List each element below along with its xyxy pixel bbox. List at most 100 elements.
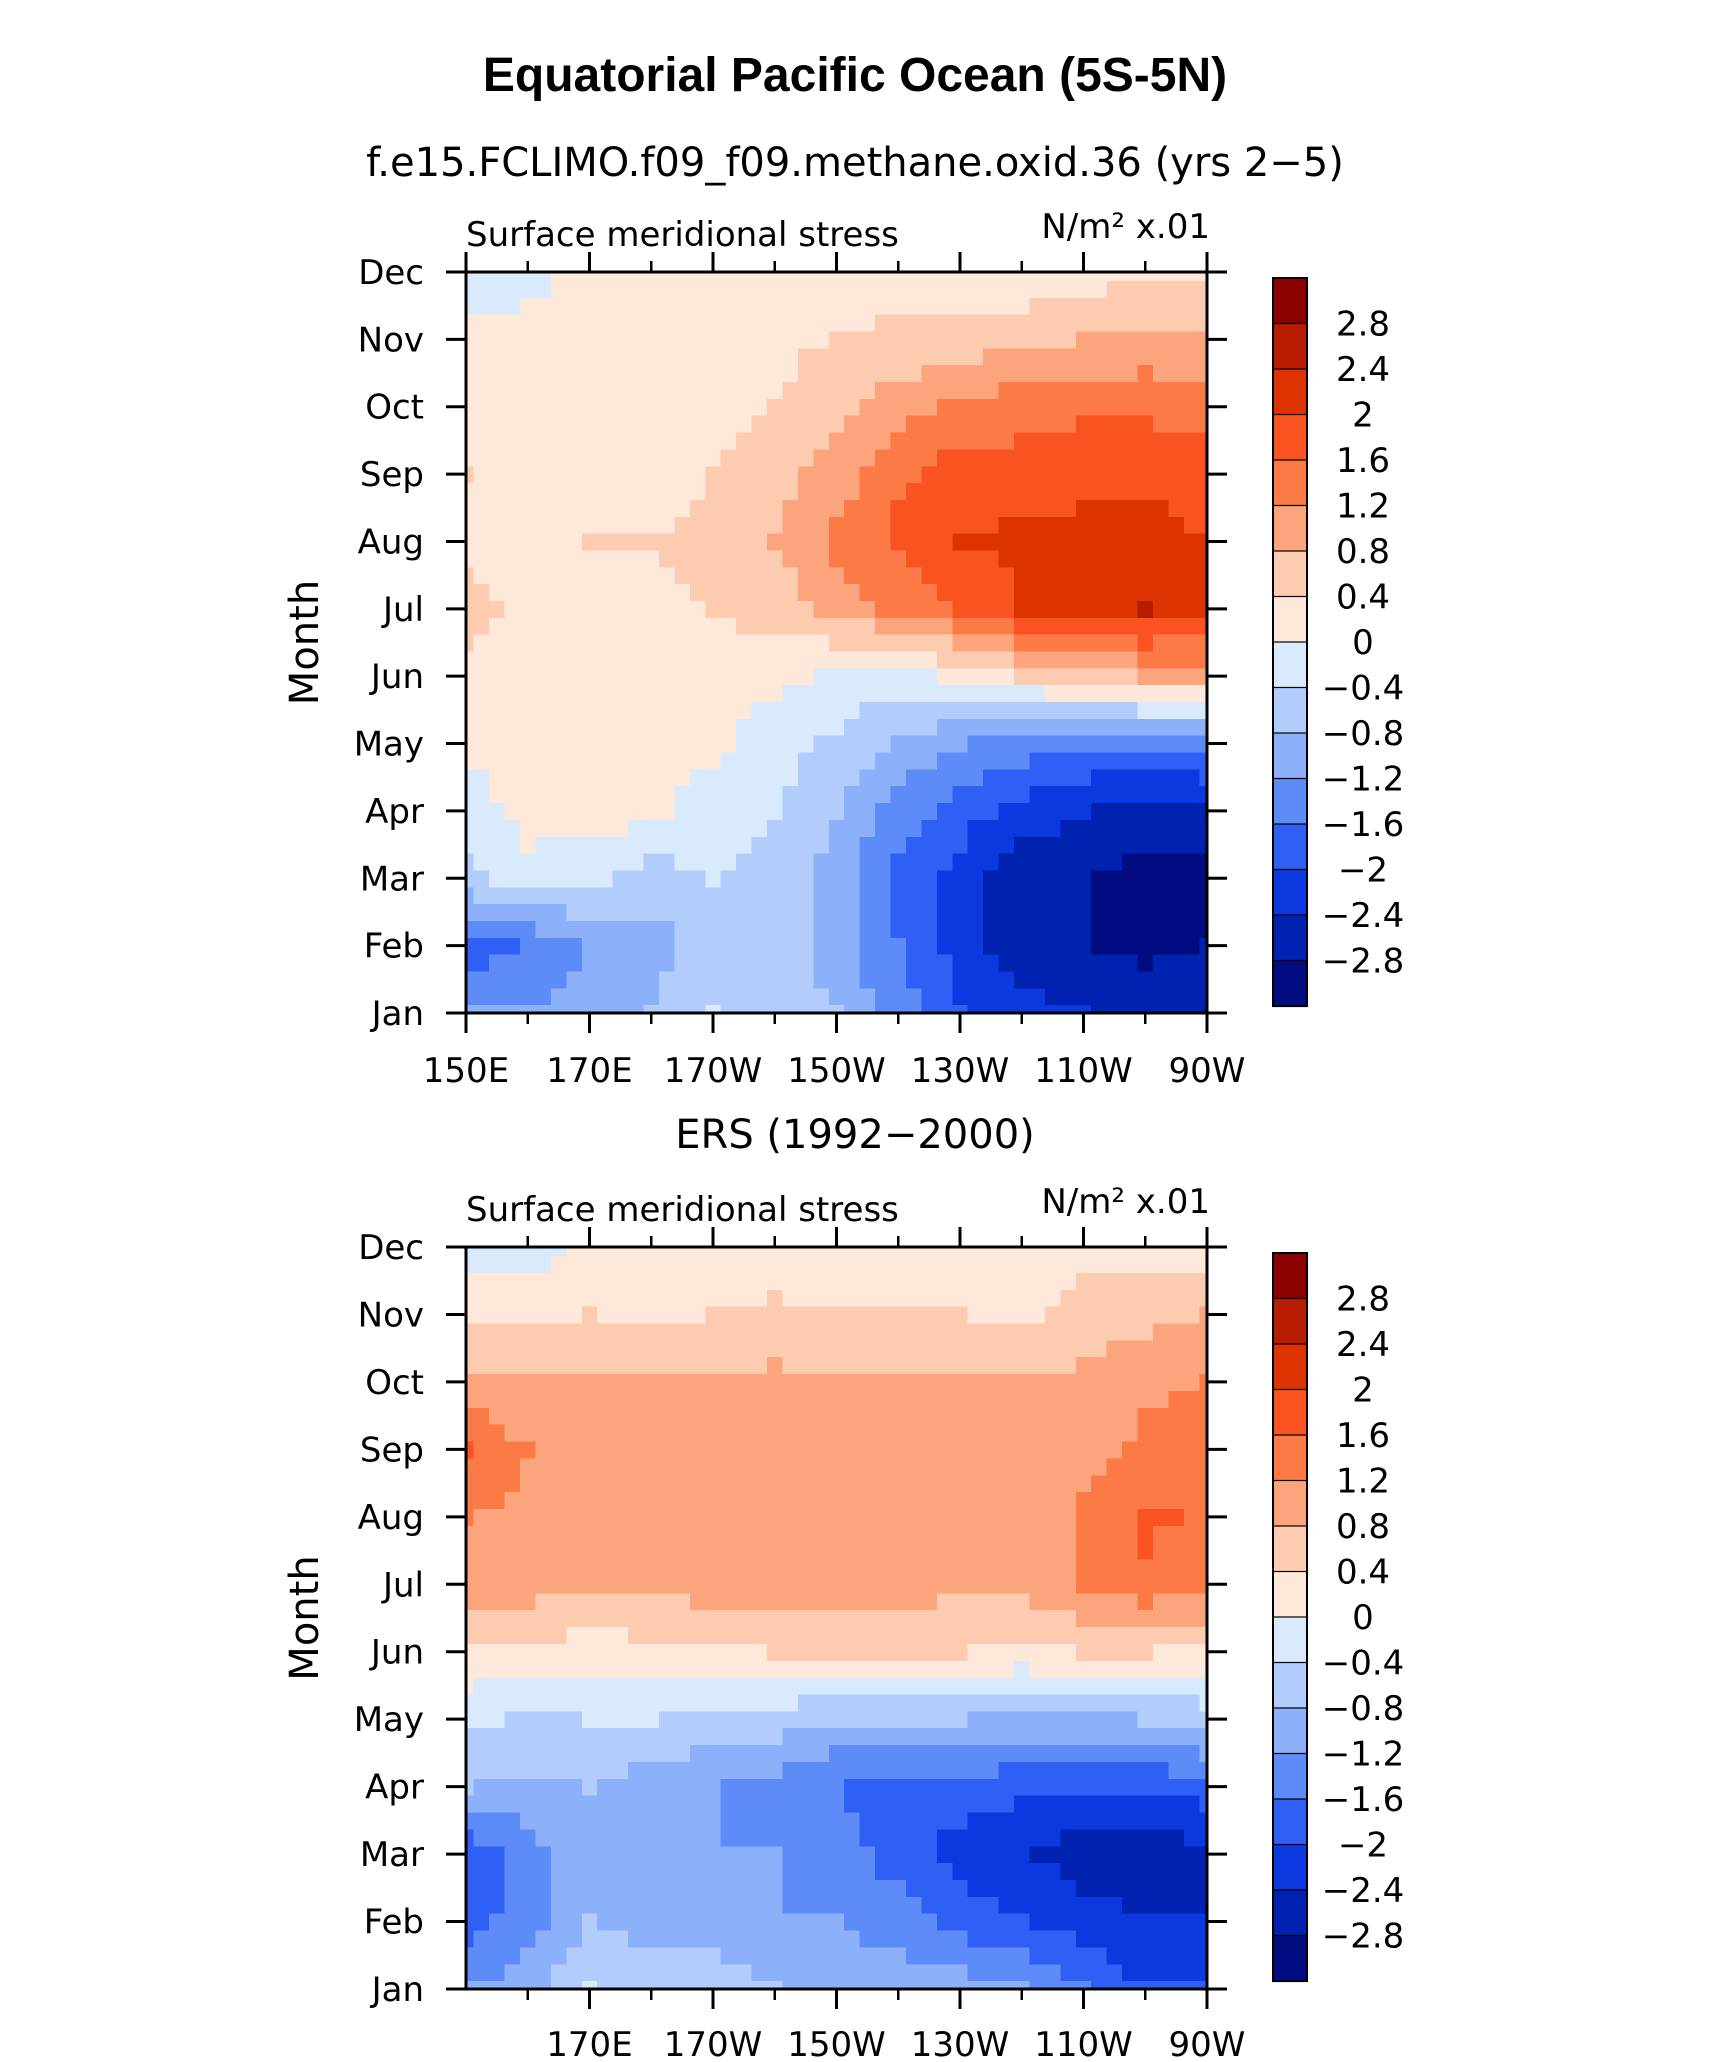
contour-cell bbox=[1199, 617, 1208, 635]
contour-cell bbox=[473, 1811, 490, 1830]
contour-cell bbox=[859, 1626, 876, 1644]
contour-cell bbox=[859, 415, 876, 433]
contour-cell bbox=[1152, 381, 1170, 399]
contour-cell bbox=[875, 381, 892, 399]
contour-cell bbox=[751, 272, 768, 282]
contour-cell bbox=[504, 735, 521, 753]
contour-cell bbox=[504, 751, 521, 770]
contour-cell bbox=[705, 1424, 722, 1442]
contour-cell bbox=[998, 1795, 1015, 1813]
contour-cell bbox=[983, 381, 1000, 399]
contour-cell bbox=[983, 533, 1000, 551]
contour-cell bbox=[1183, 1626, 1200, 1644]
contour-cell bbox=[1152, 1508, 1170, 1526]
contour-cell bbox=[473, 566, 490, 585]
contour-cell bbox=[1168, 1677, 1185, 1695]
contour-cell bbox=[998, 1440, 1015, 1459]
contour-cell bbox=[643, 431, 660, 450]
contour-cell bbox=[566, 1828, 583, 1847]
contour-cell bbox=[1091, 1255, 1108, 1273]
contour-cell bbox=[1029, 970, 1046, 989]
contour-cell bbox=[1106, 566, 1123, 585]
contour-cell bbox=[1091, 1424, 1108, 1442]
contour-cell bbox=[859, 1407, 876, 1425]
contour-cell bbox=[1122, 650, 1139, 669]
contour-cell bbox=[952, 920, 969, 938]
contour-cell bbox=[473, 1879, 490, 1897]
contour-cell bbox=[689, 280, 706, 298]
colorbar-box bbox=[1272, 1570, 1308, 1619]
contour-cell bbox=[705, 1339, 722, 1358]
contour-cell bbox=[1075, 272, 1092, 282]
contour-cell bbox=[767, 499, 784, 517]
contour-cell bbox=[797, 920, 814, 938]
contour-cell bbox=[520, 1575, 537, 1594]
contour-cell bbox=[720, 330, 737, 349]
contour-cell bbox=[1014, 314, 1031, 332]
contour-cell bbox=[504, 1677, 521, 1695]
contour-cell bbox=[1199, 566, 1208, 585]
contour-cell bbox=[520, 1609, 537, 1628]
contour-cell bbox=[875, 1525, 892, 1543]
contour-cell bbox=[705, 1390, 722, 1408]
contour-cell bbox=[674, 499, 691, 517]
contour-cell bbox=[767, 533, 784, 551]
contour-cell bbox=[967, 954, 984, 972]
contour-cell bbox=[504, 1761, 521, 1779]
contour-cell bbox=[643, 1356, 660, 1375]
contour-cell bbox=[782, 1289, 799, 1307]
contour-cell bbox=[936, 364, 953, 383]
contour-cell bbox=[1075, 1929, 1092, 1948]
contour-cell bbox=[1199, 448, 1208, 467]
contour-cell bbox=[1029, 1693, 1046, 1712]
contour-cell bbox=[473, 987, 490, 1006]
contour-cell bbox=[689, 1710, 706, 1729]
contour-cell bbox=[905, 1980, 923, 1990]
contour-cell bbox=[705, 1322, 722, 1341]
contour-cell bbox=[1044, 1913, 1061, 1931]
contour-cell bbox=[813, 1643, 830, 1661]
contour-cell bbox=[1168, 272, 1185, 282]
contour-cell bbox=[736, 701, 753, 719]
contour-cell bbox=[1122, 415, 1139, 433]
contour-cell bbox=[782, 1795, 799, 1813]
contour-cell bbox=[1014, 718, 1031, 736]
contour-cell bbox=[797, 836, 814, 854]
contour-cell bbox=[489, 1879, 506, 1897]
contour-cell bbox=[936, 1862, 953, 1880]
contour-cell bbox=[952, 667, 969, 686]
contour-cell bbox=[612, 1356, 629, 1375]
contour-cell bbox=[1044, 1744, 1061, 1762]
contour-cell bbox=[689, 330, 706, 349]
contour-cell bbox=[658, 617, 676, 635]
contour-cell bbox=[967, 1542, 984, 1560]
contour-cell bbox=[736, 1862, 753, 1880]
contour-cell bbox=[689, 431, 706, 450]
contour-cell bbox=[952, 617, 969, 635]
contour-cell bbox=[1029, 1440, 1046, 1459]
contour-cell bbox=[520, 751, 537, 770]
contour-cell bbox=[921, 853, 938, 871]
contour-cell bbox=[466, 785, 475, 804]
contour-cell bbox=[844, 650, 861, 669]
contour-cell bbox=[767, 802, 784, 820]
contour-cell bbox=[1183, 583, 1200, 601]
contour-cell bbox=[720, 903, 737, 921]
contour-cell bbox=[566, 1727, 583, 1746]
contour-cell bbox=[643, 1660, 660, 1678]
contour-cell bbox=[597, 836, 614, 854]
contour-cell bbox=[797, 701, 814, 719]
contour-cell bbox=[612, 1811, 629, 1830]
contour-cell bbox=[658, 1626, 676, 1644]
contour-cell bbox=[535, 954, 552, 972]
contour-cell bbox=[983, 819, 1000, 837]
contour-cell bbox=[1091, 1407, 1108, 1425]
contour-cell bbox=[1075, 566, 1092, 585]
contour-cell bbox=[967, 482, 984, 500]
colorbar-box bbox=[1272, 1434, 1308, 1482]
contour-cell bbox=[905, 1761, 923, 1779]
contour-cell bbox=[983, 398, 1000, 416]
contour-cell bbox=[535, 1356, 552, 1375]
contour-cell bbox=[643, 1558, 660, 1577]
contour-cell bbox=[658, 1980, 676, 1990]
